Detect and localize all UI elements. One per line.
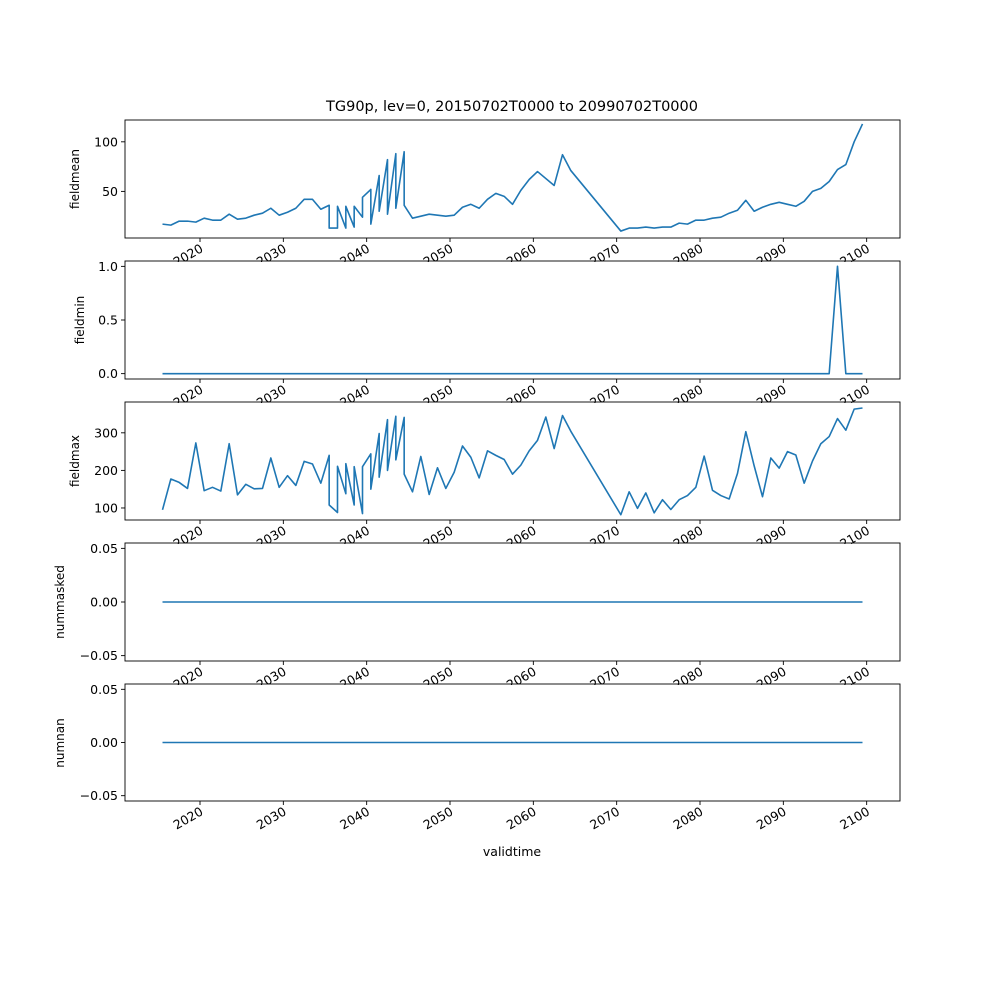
x-tick-label: 2080 <box>670 804 705 833</box>
panel-ylabel: numnan <box>53 718 67 767</box>
y-tick-label: 100 <box>94 134 118 149</box>
x-tick-label: 2040 <box>337 804 372 833</box>
y-tick-label: 0.00 <box>90 735 118 750</box>
y-tick-label: −0.05 <box>80 648 118 663</box>
panel-background <box>126 262 899 378</box>
panel-ylabel: nummasked <box>53 565 67 639</box>
x-tick-label: 2100 <box>837 804 872 833</box>
x-tick-label: 2020 <box>170 804 205 833</box>
series-line <box>162 265 863 375</box>
panel-numnan: numnan −0.05 0.00 0.05 2020 2030 2040 2050 2060… <box>53 682 901 833</box>
y-tick-label: 300 <box>94 425 118 440</box>
x-tick-label: 2060 <box>504 804 539 833</box>
x-tick-label: 2050 <box>420 804 455 833</box>
x-axis-label: validtime <box>483 844 541 859</box>
panel-ylabel: fieldmax <box>68 435 82 487</box>
x-tick-label: 2030 <box>254 804 289 833</box>
series-line <box>161 407 863 516</box>
y-tick-label: 1.0 <box>98 259 118 274</box>
y-tick-label: 0.00 <box>90 595 118 610</box>
axes-frame <box>124 401 901 521</box>
y-tick-label: 100 <box>94 500 118 515</box>
chart-title: TG90p, lev=0, 20150702T0000 to 20990702T… <box>325 99 698 115</box>
axes-frame <box>124 119 901 239</box>
y-tick-label: 0.0 <box>98 366 118 381</box>
panel-ylabel: fieldmin <box>73 296 87 345</box>
series-line <box>162 123 864 232</box>
x-tick-label: 2090 <box>754 804 789 833</box>
y-tick-label: 0.05 <box>90 682 118 697</box>
y-tick-label: 0.5 <box>98 313 118 328</box>
y-tick-label: 50 <box>102 184 118 199</box>
x-tick-label: 2070 <box>587 804 622 833</box>
panel-ylabel: fieldmean <box>68 149 82 209</box>
y-tick-label: −0.05 <box>80 788 118 803</box>
y-tick-label: 200 <box>94 463 118 478</box>
y-tick-label: 0.05 <box>90 541 118 556</box>
